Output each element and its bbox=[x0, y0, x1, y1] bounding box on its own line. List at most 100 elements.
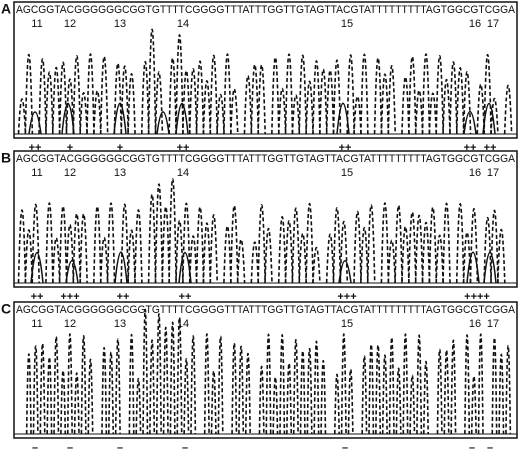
trace-peak bbox=[188, 235, 198, 284]
trace-peak bbox=[250, 63, 260, 135]
cut-mark: + bbox=[67, 142, 73, 154]
trace-peak bbox=[223, 225, 232, 284]
trace-peak bbox=[87, 358, 94, 435]
trace-peak bbox=[80, 335, 87, 435]
trace-peak bbox=[312, 246, 321, 284]
digest-peak bbox=[336, 102, 350, 135]
trace-peak bbox=[428, 92, 438, 135]
trace-peak bbox=[305, 203, 314, 284]
trace-peak bbox=[25, 353, 32, 435]
trace-peak bbox=[79, 213, 88, 284]
trace-peak bbox=[188, 68, 198, 135]
trace-peak bbox=[313, 340, 320, 435]
trace-peak bbox=[416, 334, 423, 435]
site-number: 16 bbox=[469, 318, 481, 330]
panel-label: C bbox=[1, 301, 11, 317]
trace-peak bbox=[149, 339, 156, 435]
trace-peak bbox=[292, 339, 299, 435]
digest-peak bbox=[466, 251, 480, 284]
trace-peak bbox=[175, 34, 184, 135]
trace-peak bbox=[45, 71, 54, 135]
trace-peak bbox=[401, 76, 410, 135]
cut-mark: ++ bbox=[179, 291, 192, 303]
digest-peak bbox=[61, 102, 75, 135]
trace-peak bbox=[442, 79, 451, 135]
trace-peak bbox=[168, 57, 177, 135]
trace-peak bbox=[244, 353, 251, 435]
trace-peak bbox=[127, 229, 136, 284]
trace-peak bbox=[229, 205, 239, 284]
trace-peak bbox=[258, 365, 265, 435]
cut-mark: ++ bbox=[31, 291, 44, 303]
trace-peak bbox=[272, 376, 279, 435]
trace-peak bbox=[428, 206, 438, 284]
trace-peak bbox=[505, 344, 512, 435]
digest-peak bbox=[175, 102, 189, 135]
trace-peak bbox=[229, 88, 239, 135]
trace-peak bbox=[373, 57, 383, 135]
trace-peak bbox=[299, 350, 306, 435]
trace-peak bbox=[284, 220, 294, 284]
trace-peak bbox=[318, 68, 328, 135]
trace-peak bbox=[127, 73, 136, 135]
trace-peak bbox=[209, 55, 219, 135]
digest-peak bbox=[65, 260, 79, 284]
trace-peak bbox=[264, 228, 273, 284]
trace-peak bbox=[134, 209, 143, 284]
cut-mark: + bbox=[117, 142, 123, 154]
trace-peak bbox=[498, 353, 505, 435]
trace-peak bbox=[216, 94, 225, 135]
trace-peak bbox=[183, 358, 190, 435]
trace-peak bbox=[340, 333, 347, 435]
trace-peak bbox=[339, 221, 349, 284]
digest-peak bbox=[30, 251, 44, 284]
digest-peak bbox=[156, 111, 170, 135]
trace-peak bbox=[223, 53, 232, 135]
panel-label: A bbox=[1, 1, 11, 17]
trace-peak bbox=[257, 204, 266, 284]
trace-peak bbox=[65, 224, 75, 284]
trace-peak bbox=[407, 211, 417, 284]
trace-peak bbox=[17, 98, 27, 135]
trace-peak bbox=[332, 59, 342, 135]
trace-peak bbox=[325, 233, 335, 284]
cut-mark: – bbox=[67, 442, 73, 454]
trace-peak bbox=[142, 309, 149, 435]
trace-peak bbox=[490, 209, 499, 284]
trace-peak bbox=[346, 54, 355, 135]
trace-peak bbox=[243, 75, 253, 135]
trace-peak bbox=[449, 61, 458, 135]
trace-peak bbox=[298, 232, 308, 284]
trace-peak bbox=[176, 316, 183, 435]
trace-peak bbox=[483, 216, 492, 284]
trace-peak bbox=[277, 215, 287, 284]
trace-peak bbox=[195, 206, 205, 284]
trace-peak bbox=[161, 206, 171, 284]
trace-peak bbox=[388, 337, 395, 435]
trace-peak bbox=[469, 208, 479, 284]
trace-peak bbox=[154, 183, 164, 284]
trace-peak bbox=[443, 349, 450, 435]
trace-peak bbox=[368, 343, 375, 435]
trace-peak bbox=[51, 66, 61, 135]
trace-peak bbox=[46, 356, 53, 435]
site-number: 15 bbox=[341, 18, 353, 30]
panel: B AGCGGTACGGGGGGCGGTGTTTTCGGGGTTTATTTGGTT… bbox=[1, 150, 518, 303]
trace-peak bbox=[464, 334, 471, 435]
trace-peak bbox=[72, 212, 82, 284]
trace-peak bbox=[353, 210, 362, 284]
panel: C AGCGGTACGGGGGGCGGTGTTTTCGGGGTTTATTTGGTT… bbox=[1, 301, 518, 454]
panel-frame bbox=[13, 150, 518, 288]
site-number: 17 bbox=[487, 18, 499, 30]
trace-peak bbox=[497, 229, 506, 284]
trace-peak bbox=[73, 372, 80, 435]
digest-peak bbox=[28, 111, 42, 135]
trace-peak bbox=[257, 64, 266, 135]
site-number: 13 bbox=[114, 18, 126, 30]
trace-peak bbox=[128, 334, 135, 435]
digest-peak bbox=[113, 102, 127, 135]
trace-peak bbox=[284, 53, 294, 135]
trace-peak bbox=[421, 222, 431, 284]
cut-mark: ++++ bbox=[464, 291, 490, 303]
